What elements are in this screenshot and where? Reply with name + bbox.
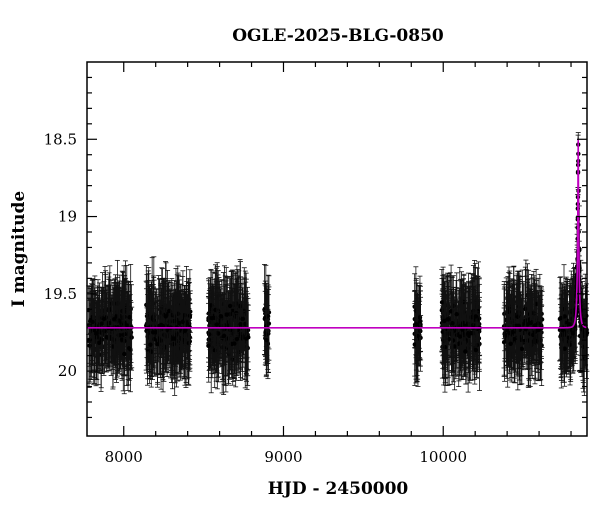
data-point bbox=[450, 321, 455, 326]
data-point bbox=[418, 318, 423, 324]
data-point bbox=[535, 327, 541, 333]
data-point bbox=[439, 300, 445, 305]
data-point bbox=[210, 315, 215, 321]
data-point bbox=[516, 323, 522, 329]
data-point bbox=[151, 337, 157, 342]
data-point bbox=[512, 336, 517, 342]
data-point bbox=[99, 321, 105, 326]
data-point bbox=[417, 315, 423, 320]
data-point bbox=[209, 303, 214, 308]
data-point bbox=[155, 342, 160, 347]
data-point bbox=[127, 315, 132, 320]
data-point bbox=[214, 322, 219, 327]
data-point bbox=[227, 303, 233, 309]
data-point bbox=[238, 322, 243, 327]
data-point bbox=[151, 317, 156, 323]
data-point bbox=[206, 343, 211, 348]
data-point bbox=[454, 311, 459, 317]
data-point bbox=[212, 348, 217, 353]
data-point bbox=[221, 333, 227, 339]
data-point bbox=[414, 322, 419, 327]
data-point bbox=[445, 317, 450, 322]
data-point bbox=[232, 341, 237, 346]
data-point bbox=[102, 328, 107, 334]
data-point bbox=[519, 337, 524, 343]
data-point bbox=[501, 340, 507, 345]
data-point bbox=[116, 318, 121, 323]
data-point bbox=[506, 309, 512, 314]
data-point bbox=[264, 337, 269, 343]
data-point bbox=[87, 343, 92, 348]
data-point bbox=[515, 314, 521, 320]
data-point bbox=[442, 344, 448, 350]
data-point bbox=[148, 342, 153, 347]
data-point bbox=[122, 351, 127, 357]
data-point bbox=[510, 330, 515, 335]
data-point bbox=[412, 342, 418, 347]
data-point bbox=[473, 314, 479, 319]
data-point bbox=[266, 321, 272, 326]
data-point bbox=[525, 322, 530, 327]
data-points-layer bbox=[86, 132, 590, 396]
data-point bbox=[265, 313, 271, 319]
data-point bbox=[94, 331, 99, 336]
data-point bbox=[218, 314, 224, 319]
data-point bbox=[104, 335, 109, 340]
data-point bbox=[452, 344, 457, 349]
data-point bbox=[101, 316, 107, 322]
data-point bbox=[163, 314, 168, 319]
data-point bbox=[234, 336, 240, 342]
data-point bbox=[180, 319, 185, 324]
data-point bbox=[244, 336, 249, 341]
data-point bbox=[458, 323, 463, 329]
data-point bbox=[107, 320, 112, 326]
data-point bbox=[157, 323, 162, 328]
data-point bbox=[176, 320, 182, 326]
data-point bbox=[519, 346, 525, 352]
data-point bbox=[457, 334, 463, 339]
data-point bbox=[450, 338, 456, 343]
data-point bbox=[224, 312, 229, 317]
data-point bbox=[167, 319, 173, 324]
data-point bbox=[111, 317, 117, 322]
data-point bbox=[121, 332, 126, 338]
data-point bbox=[182, 328, 188, 333]
chart-title: OGLE-2025-BLG-0850 bbox=[232, 26, 444, 46]
data-point bbox=[206, 332, 212, 337]
data-point bbox=[90, 319, 95, 325]
data-point bbox=[532, 323, 538, 328]
data-point bbox=[468, 331, 473, 336]
data-point bbox=[96, 340, 102, 345]
data-point bbox=[508, 341, 513, 346]
data-point bbox=[441, 318, 447, 324]
data-point bbox=[473, 347, 479, 353]
data-point bbox=[172, 336, 177, 341]
data-point bbox=[240, 316, 246, 322]
data-point bbox=[150, 330, 156, 335]
data-point bbox=[463, 349, 468, 354]
